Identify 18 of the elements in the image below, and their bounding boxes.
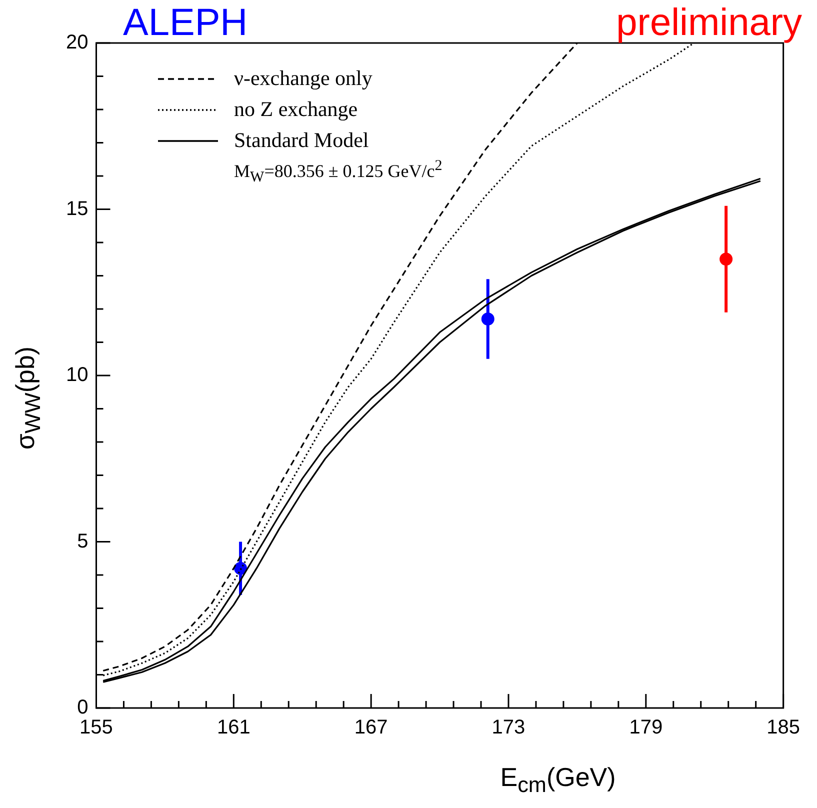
legend-label: no Z exchange	[234, 97, 358, 122]
x-tick-label: 161	[216, 716, 250, 739]
y-tick-label: 15	[66, 198, 88, 220]
annotation: M$_{W}$=80.356 ± 0.125 GeV/c$^{2}$	[234, 158, 442, 187]
y-tick-label: 20	[66, 32, 88, 54]
annotation: preliminary	[616, 2, 802, 45]
x-tick-label: 185	[766, 716, 800, 739]
y-tick-label: 10	[66, 364, 88, 386]
y-tick-label: 5	[77, 530, 88, 552]
x-axis-title: E$_{cm}$(GeV)	[499, 762, 617, 798]
x-tick-label: 155	[80, 716, 113, 739]
legend-label: Standard Model	[234, 128, 369, 153]
y-tick-label: 0	[77, 696, 88, 719]
chart-title: ALEPH	[123, 2, 248, 45]
x-tick-label: 179	[629, 716, 663, 739]
x-tick-label: 173	[492, 716, 526, 739]
legend-label: ν-exchange only	[234, 66, 372, 91]
x-tick-label: 167	[354, 716, 388, 739]
